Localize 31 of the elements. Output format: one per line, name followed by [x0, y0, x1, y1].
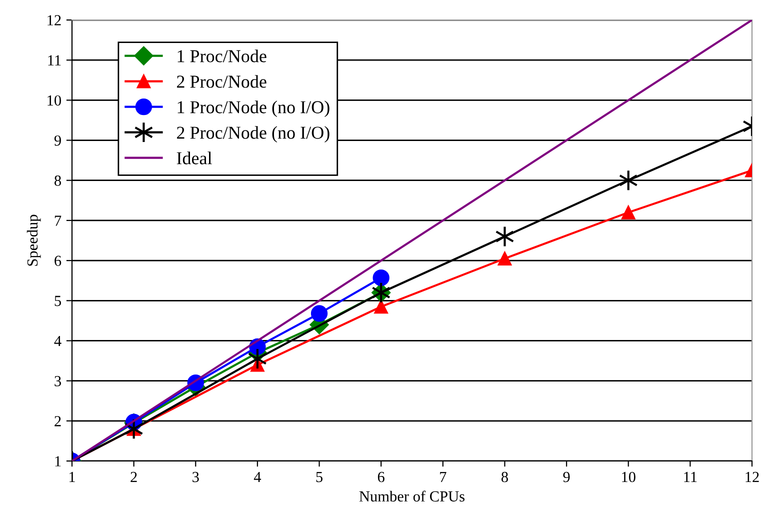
x-tick-label: 7: [440, 472, 446, 482]
x-tick-label: 8: [501, 472, 508, 482]
y-tick-label: 12: [48, 15, 61, 26]
y-tick-label: 7: [54, 216, 62, 226]
y-tick-label: 10: [48, 95, 61, 106]
x-tick-label: 6: [378, 472, 384, 482]
x-tick-label: 12: [746, 472, 759, 482]
x-tick-label: 2: [130, 472, 137, 482]
y-axis-title: Speedup: [26, 214, 41, 266]
y-tick-label: 8: [54, 176, 61, 186]
y-tick-label: 5: [54, 296, 61, 306]
x-tick-label: 4: [254, 472, 262, 482]
x-tick-label: 11: [684, 472, 697, 482]
x-tick-label: 10: [622, 472, 636, 482]
legend-label: 2 Proc/Node (no I/O): [177, 126, 330, 142]
x-axis-title: Number of CPUs: [359, 490, 464, 502]
y-tick-label: 6: [54, 256, 62, 266]
y-tick-label: 2: [54, 416, 61, 426]
y-tick-label: 11: [48, 55, 61, 66]
x-tick-label: 3: [192, 472, 199, 482]
y-tick-label: 1: [55, 456, 61, 466]
legend-label: 1 Proc/Node (no I/O): [178, 100, 330, 117]
x-tick-label: 1: [70, 472, 75, 482]
legend-label: Ideal: [176, 152, 212, 164]
y-tick-label: 3: [54, 376, 61, 386]
y-tick-label: 4: [54, 336, 62, 346]
legend-label: 2 Proc/Node: [177, 75, 266, 88]
legend-label: 1 Proc/Node: [178, 50, 266, 62]
x-tick-label: 5: [316, 472, 322, 482]
y-tick-label: 9: [54, 135, 61, 146]
x-tick-label: 9: [563, 472, 570, 482]
